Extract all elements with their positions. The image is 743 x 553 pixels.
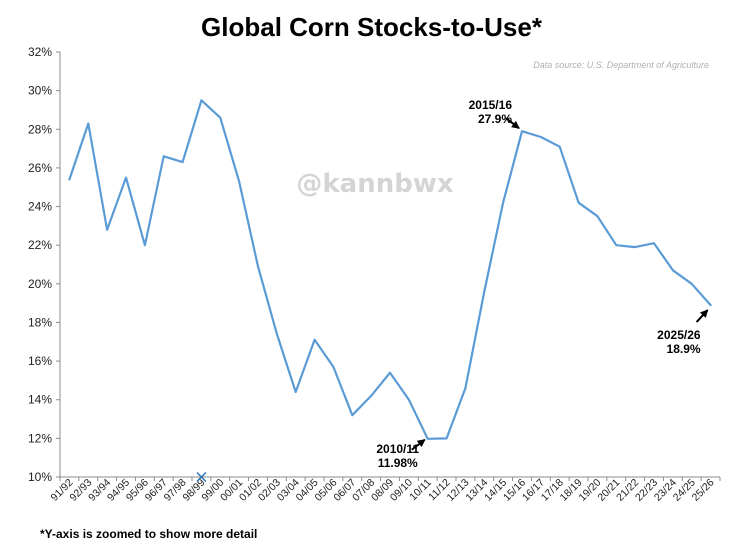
annotation-label-period: 2015/16 [469, 98, 513, 112]
annotation-label-period: 2025/26 [657, 328, 701, 342]
marker-layer [196, 471, 207, 483]
data-source-note: Data source: U.S. Department of Agricult… [533, 60, 709, 70]
annotation-label-value: 27.9% [478, 112, 512, 126]
y-axis: 10% 12% 14% 16% 18% 20% 22% 24% 26% 28% 30% 32% [28, 45, 61, 484]
y-tick-label: 26% [28, 161, 52, 175]
chart-title: Global Corn Stocks-to-Use* [201, 12, 542, 42]
y-tick-label: 30% [28, 84, 52, 98]
series-line-0 [68, 99, 712, 440]
annotation-label-value: 18.9% [667, 342, 701, 356]
watermark-text: @kannbwx [296, 169, 453, 199]
y-tick-label: 12% [28, 431, 52, 445]
annotation-label-period: 2010/11 [376, 442, 419, 456]
annotation-arrow [695, 309, 709, 323]
x-tick-label: 25/26 [690, 477, 717, 504]
annotation-arrow [411, 438, 426, 451]
x-marker [196, 471, 207, 483]
y-tick-label: 24% [28, 200, 52, 214]
y-tick-label: 32% [28, 45, 52, 59]
series-layer [68, 99, 712, 440]
y-tick-label: 28% [28, 122, 52, 136]
y-tick-label: 20% [28, 277, 52, 291]
y-tick-label: 16% [28, 354, 52, 368]
annotation-arrow [505, 117, 520, 129]
x-axis: 91/9292/9393/9494/9595/9696/9797/9898/99… [48, 476, 721, 504]
y-tick-label: 22% [28, 238, 52, 252]
footnote: *Y-axis is zoomed to show more detail [40, 527, 258, 541]
annotation-label-value: 11.98% [378, 456, 418, 470]
y-tick-label: 14% [28, 393, 52, 407]
y-tick-label: 18% [28, 315, 52, 329]
y-tick-label: 10% [28, 470, 52, 484]
